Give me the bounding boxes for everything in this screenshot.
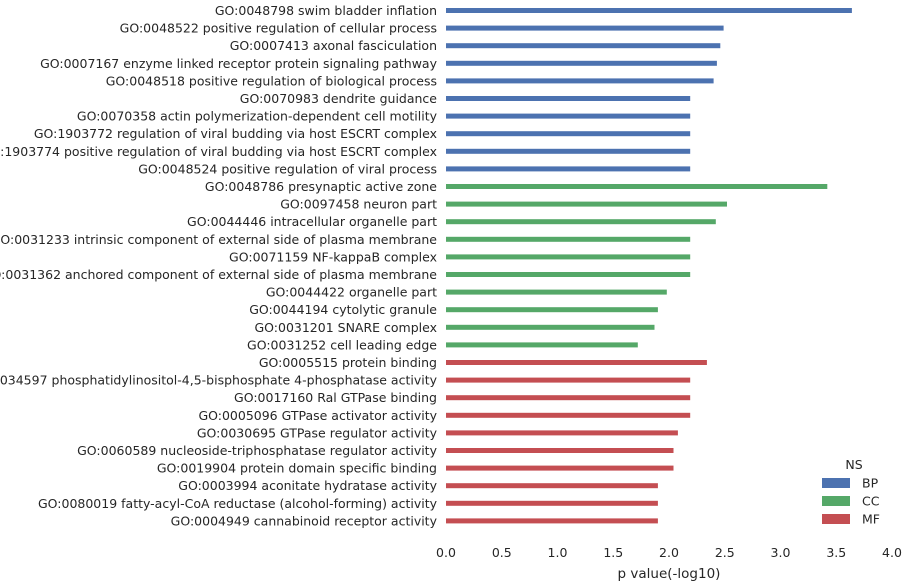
legend-label-cc: CC: [862, 494, 880, 509]
bar-bp: [446, 43, 721, 49]
legend-swatch-cc: [822, 496, 850, 506]
bar-bp: [446, 113, 691, 119]
x-tick-label: 2.5: [715, 545, 735, 560]
legend-swatch-bp: [822, 478, 850, 488]
y-tick-label: GO:0048786 presynaptic active zone: [205, 179, 437, 194]
bar-mf: [446, 412, 691, 418]
legend: NS BP CC MF: [822, 457, 880, 527]
x-tick-labels: 0.0 0.5 1.0 1.5 2.0 2.5 3.0 3.5 4.0: [436, 545, 902, 560]
x-tick-label: 4.0: [882, 545, 902, 560]
bar-mf: [446, 395, 691, 401]
bar-bp: [446, 148, 691, 154]
y-tick-label: GO:0048798 swim bladder inflation: [215, 3, 437, 18]
bar-cc: [446, 236, 691, 242]
y-tick-label: GO:1903774 positive regulation of viral …: [0, 144, 437, 159]
bar-cc: [446, 289, 667, 295]
y-tick-label: GO:0031252 cell leading edge: [247, 337, 437, 352]
x-tick-label: 1.5: [603, 545, 623, 560]
y-tick-label: GO:0044422 organelle part: [266, 285, 437, 300]
bar-cc: [446, 307, 658, 313]
bar-cc: [446, 342, 638, 348]
bar-cc: [446, 184, 828, 189]
y-tick-label: GO:0044446 intracellular organelle part: [187, 214, 437, 229]
y-tick-label: GO:0070983 dendrite guidance: [240, 91, 438, 106]
y-tick-labels: GO:0048798 swim bladder inflation GO:0048…: [0, 3, 438, 528]
y-tick-label: GO:0048524 positive regulation of viral …: [138, 161, 437, 176]
bar-bp: [446, 60, 717, 66]
bar-cc: [446, 272, 691, 277]
bar-mf: [446, 377, 691, 383]
legend-title: NS: [845, 457, 862, 472]
y-tick-label: GO:0034597 phosphatidylinositol-4,5-bisp…: [0, 373, 438, 388]
x-axis-label: p value(-log10): [618, 566, 721, 582]
y-tick-label: GO:0044194 cytolytic granule: [249, 302, 437, 317]
bar-mf: [446, 430, 678, 436]
x-tick-label: 3.0: [771, 545, 791, 560]
bar-mf: [446, 483, 658, 489]
y-tick-label: GO:1903772 regulation of viral budding v…: [34, 126, 437, 141]
x-tick-label: 2.0: [659, 545, 679, 560]
y-tick-label: GO:0017160 Ral GTPase binding: [234, 390, 437, 405]
bar-bp: [446, 8, 852, 13]
legend-label-bp: BP: [862, 476, 879, 491]
y-tick-label: GO:0031362 anchored component of externa…: [0, 267, 437, 282]
y-tick-label: GO:0071159 NF-kappaB complex: [229, 249, 437, 264]
bar-mf: [446, 448, 674, 453]
bar-bp: [446, 131, 691, 137]
legend-entries: BP CC MF: [822, 476, 880, 527]
x-tick-label: 3.5: [826, 545, 846, 560]
bar-cc: [446, 201, 727, 207]
y-tick-label: GO:0060589 nucleoside-triphosphatase reg…: [77, 443, 437, 458]
y-tick-label: GO:0070358 actin polymerization-dependen…: [77, 109, 438, 124]
x-tick-label: 1.0: [548, 545, 568, 560]
bar-mf: [446, 360, 707, 365]
y-tick-label: GO:0031201 SNARE complex: [254, 320, 437, 335]
bar-cc: [446, 324, 655, 330]
y-tick-label: GO:0048518 positive regulation of biolog…: [106, 73, 437, 88]
bar-mf: [446, 500, 658, 506]
y-tick-label: GO:0005515 protein binding: [259, 355, 437, 370]
bar-cc: [446, 254, 691, 260]
bars-layer: [446, 8, 852, 524]
x-tick-label: 0.0: [436, 545, 456, 560]
y-tick-label: GO:0007413 axonal fasciculation: [230, 38, 437, 53]
x-tick-label: 0.5: [492, 545, 512, 560]
bar-mf: [446, 465, 674, 471]
bar-bp: [446, 96, 691, 101]
bar-bp: [446, 78, 714, 84]
y-tick-label: GO:0048522 positive regulation of cellul…: [120, 21, 437, 36]
bar-cc: [446, 219, 716, 225]
y-tick-label: GO:0005096 GTPase activator activity: [198, 408, 437, 423]
y-tick-label: GO:0030695 GTPase regulator activity: [197, 425, 438, 440]
legend-swatch-mf: [822, 514, 850, 524]
legend-label-mf: MF: [862, 512, 880, 527]
bar-mf: [446, 518, 658, 524]
y-tick-label: GO:0007167 enzyme linked receptor protei…: [40, 56, 438, 71]
bar-bp: [446, 166, 691, 172]
y-tick-label: GO:0019904 protein domain specific bindi…: [157, 461, 437, 476]
y-tick-label: GO:0004949 cannabinoid receptor activity: [171, 513, 438, 528]
y-tick-label: GO:0003994 aconitate hydratase activity: [178, 478, 437, 493]
y-tick-label: GO:0097458 neuron part: [280, 197, 437, 212]
y-tick-label: GO:0080019 fatty-acyl-CoA reductase (alc…: [38, 496, 438, 511]
bar-bp: [446, 25, 724, 31]
y-tick-label: GO:0031233 intrinsic component of extern…: [0, 232, 437, 247]
